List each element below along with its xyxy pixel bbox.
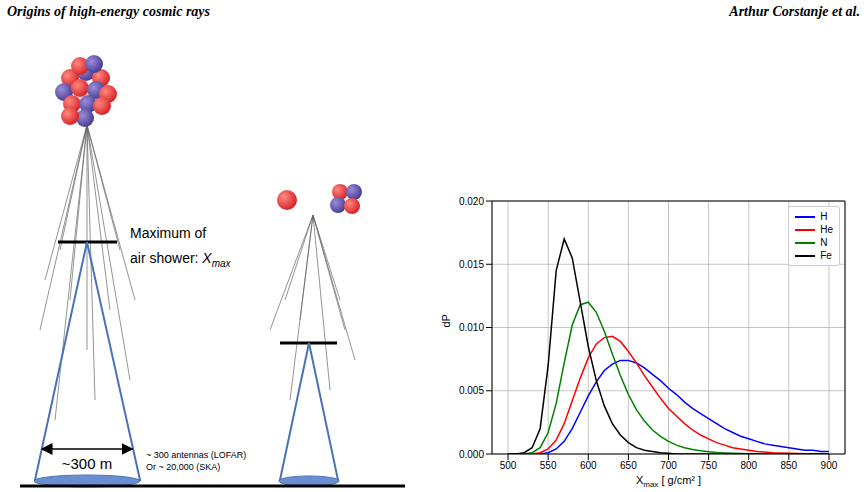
- svg-text:550: 550: [540, 460, 557, 471]
- svg-text:750: 750: [700, 460, 717, 471]
- svg-text:850: 850: [780, 460, 797, 471]
- html-text:Fe: Fe: [820, 250, 832, 261]
- svg-text:650: 650: [620, 460, 637, 471]
- svg-text:dP: dP: [440, 314, 452, 327]
- html-text:Origins of high-energy cosmic: Origins of high-energy cosmic rays: [7, 4, 210, 19]
- html-text:H: H: [820, 211, 828, 222]
- svg-text:air shower: Xmax: air shower: Xmax: [130, 250, 232, 269]
- svg-text:0.010: 0.010: [459, 322, 484, 333]
- html-text:Arthur Corstanje et al.: Arthur Corstanje et al.: [729, 4, 860, 19]
- svg-text:~ 300 antennas (LOFAR): ~ 300 antennas (LOFAR): [146, 450, 246, 460]
- svg-text:900: 900: [821, 460, 838, 471]
- svg-text:700: 700: [660, 460, 677, 471]
- svg-text:~300 m: ~300 m: [62, 455, 112, 472]
- html-text:N: N: [820, 237, 828, 248]
- svg-text:Or ~ 20,000 (SKA): Or ~ 20,000 (SKA): [146, 462, 220, 472]
- svg-text:600: 600: [580, 460, 597, 471]
- svg-text:Xmax [ g/cm² ]: Xmax [ g/cm² ]: [636, 474, 701, 489]
- svg-text:0.005: 0.005: [459, 385, 484, 396]
- html-text:He: He: [820, 224, 833, 235]
- svg-text:0.020: 0.020: [459, 196, 484, 207]
- svg-text:800: 800: [740, 460, 757, 471]
- svg-text:Maximum of: Maximum of: [130, 225, 206, 241]
- svg-text:0.015: 0.015: [459, 259, 484, 270]
- svg-text:500: 500: [500, 460, 517, 471]
- svg-text:0.000: 0.000: [459, 449, 484, 460]
